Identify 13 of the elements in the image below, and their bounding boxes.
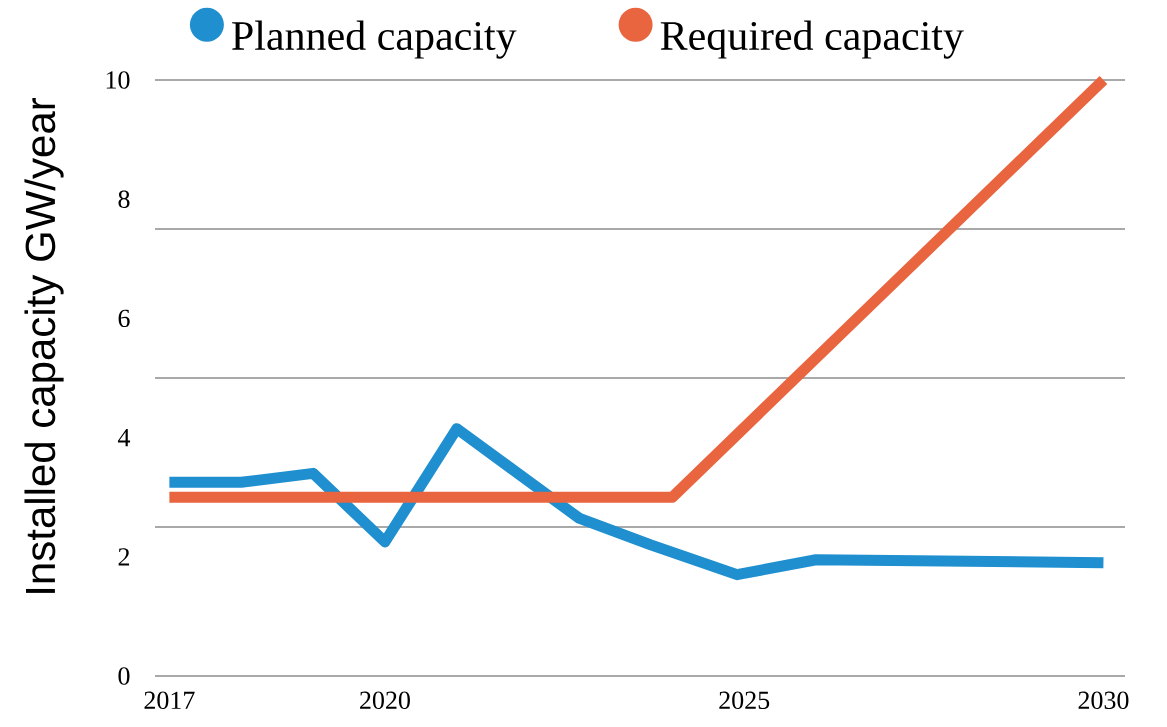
legend-label: Planned capacity bbox=[232, 20, 517, 59]
y-tick-label: 10 bbox=[106, 71, 130, 89]
y-tick-label: 8 bbox=[118, 190, 130, 208]
y-tick-label: 4 bbox=[117, 429, 131, 447]
x-tick-label: 2020 bbox=[360, 691, 410, 710]
x-tick-label: 2030 bbox=[1078, 691, 1129, 710]
y-tick-label: 0 bbox=[118, 667, 130, 685]
x-tick-label: 2017 bbox=[144, 691, 195, 710]
y-tick-label: 6 bbox=[118, 309, 130, 328]
legend-label: Required capacity bbox=[660, 20, 964, 59]
y-axis-title: Installed capacity GW/year bbox=[24, 98, 64, 593]
y-tick-label: 2 bbox=[118, 548, 130, 566]
x-tick-label: 2025 bbox=[719, 691, 770, 710]
